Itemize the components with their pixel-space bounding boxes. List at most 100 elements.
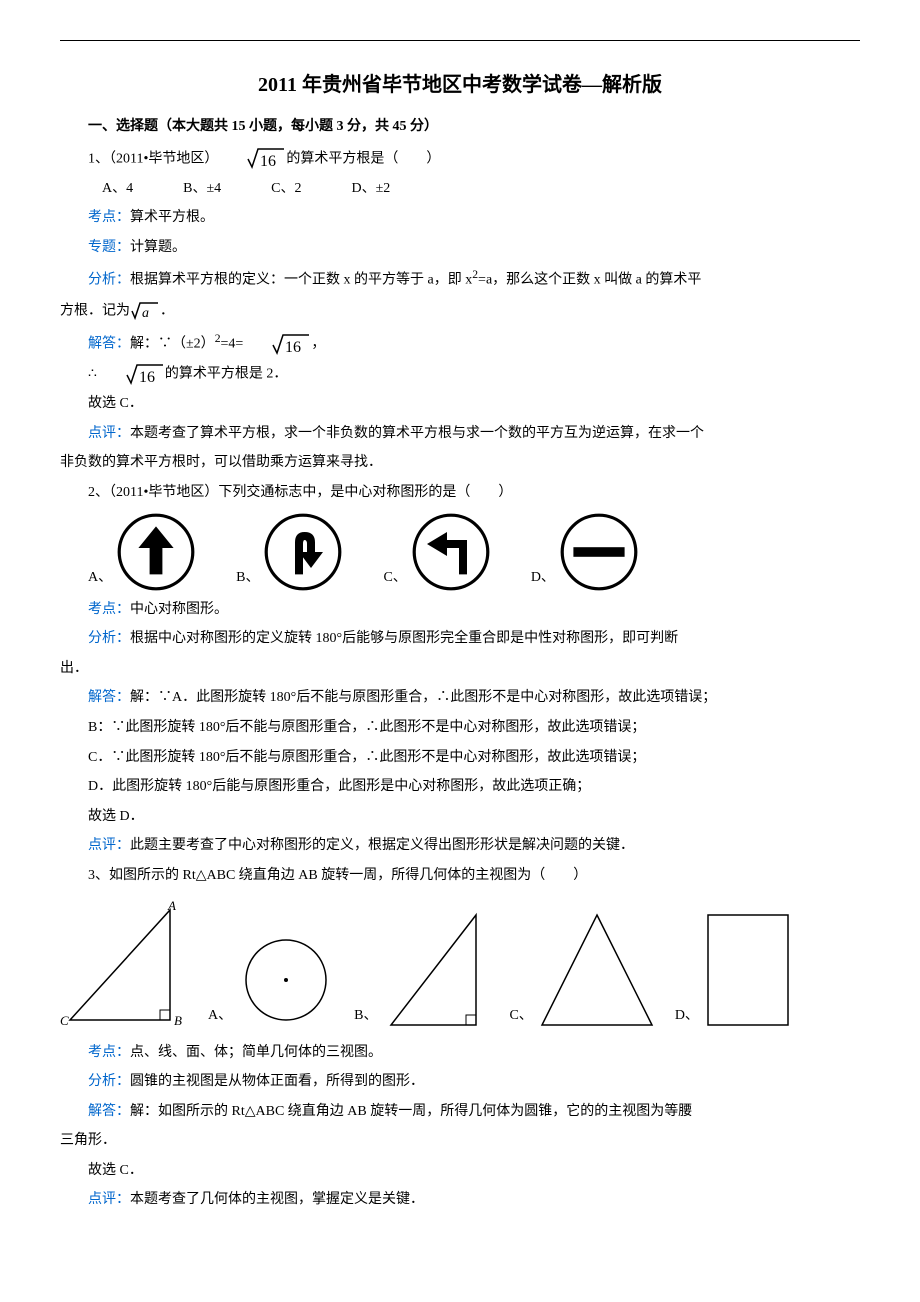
q2-d-label: D、 — [531, 565, 555, 592]
q2-dianping-label: 点评： — [88, 838, 130, 853]
q3-guxuan: 故选 C． — [60, 1158, 860, 1185]
q1-options: A、4 B、±4 C、2 D、±2 — [102, 176, 860, 203]
q3-jieda: 解答：解：如图所示的 Rt△ABC 绕直角边 AB 旋转一周，所得几何体为圆锥，… — [60, 1099, 860, 1126]
q1-jieda: 解答：解：∵（±2）2=4=16， — [60, 328, 860, 358]
fenxi-label: 分析： — [88, 273, 130, 288]
q1-stem-post: 的算术平方根是（ ） — [286, 151, 440, 166]
q2-kaodian: 考点：中心对称图形。 — [60, 597, 860, 624]
q3-jieda2: 三角形． — [60, 1128, 860, 1155]
svg-text:C: C — [60, 1013, 69, 1028]
q1-opt-a: A、4 — [102, 176, 133, 203]
q3-a-label: A、 — [208, 1003, 232, 1030]
q2-c-label: C、 — [383, 565, 406, 592]
jieda-pre: 解：∵（±2） — [130, 337, 215, 352]
q3-opt-c: C、 — [509, 910, 656, 1030]
q2-opt-a: A、 — [88, 512, 196, 592]
right-triangle-icon — [381, 910, 491, 1030]
jieda-post: ， — [311, 337, 325, 352]
svg-text:a: a — [142, 306, 149, 321]
fenxi2-pre: 方根．记为 — [60, 303, 130, 318]
q1-opt-c: C、2 — [271, 176, 301, 203]
q2-fenxi-label: 分析： — [88, 631, 130, 646]
q3-fenxi: 分析：圆锥的主视图是从物体正面看，所得到的图形． — [60, 1069, 860, 1096]
q2-b-label: B、 — [236, 565, 259, 592]
circle-icon — [236, 930, 336, 1030]
q1-stem-pre: 1、（2011•毕节地区） — [88, 151, 218, 166]
svg-text:B: B — [174, 1013, 182, 1028]
q1-guxuan: 故选 C． — [60, 391, 860, 418]
sign-up-arrow-icon — [116, 512, 196, 592]
q2-jieda: 解答：解：∵A．此图形旋转 180°后不能与原图形重合，∴此图形不是中心对称图形… — [60, 685, 860, 712]
q1-fenxi2: 方根．记为 a ． — [60, 298, 860, 325]
q3-b-label: B、 — [354, 1003, 377, 1030]
rectangle-icon — [703, 910, 793, 1030]
q2-guxuan: 故选 D． — [60, 804, 860, 831]
page-title: 2011 年贵州省毕节地区中考数学试卷—解析版 — [60, 66, 860, 104]
q1-opt-d: D、±2 — [352, 176, 391, 203]
section-1-header: 一、选择题（本大题共 15 小题，每小题 3 分，共 45 分） — [60, 114, 860, 141]
q3-jieda-text: 解：如图所示的 Rt△ABC 绕直角边 AB 旋转一周，所得几何体为圆锥，它的的… — [130, 1104, 692, 1119]
q2-jC: C．∵此图形旋转 180°后不能与原图形重合，∴此图形不是中心对称图形，故此选项… — [60, 745, 860, 772]
q3-d-label: D、 — [675, 1003, 699, 1030]
q2-images: A、 B、 C、 D、 — [88, 512, 860, 592]
fenxi-pre: 根据算术平方根的定义：一个正数 x 的平方等于 a，即 x — [130, 273, 472, 288]
sqrt-16-icon: 16 — [218, 146, 286, 173]
q1-fenxi: 分析：根据算术平方根的定义：一个正数 x 的平方等于 a，即 x2=a，那么这个… — [60, 264, 860, 294]
q3-c-label: C、 — [509, 1003, 532, 1030]
svg-text:16: 16 — [285, 339, 301, 355]
q2-fenxi2: 出． — [60, 656, 860, 683]
jieda-mid: =4= — [221, 337, 244, 352]
q1-j2: ∴ 16 的算术平方根是 2． — [60, 361, 860, 388]
q2-jB: B：∵此图形旋转 180°后不能与原图形重合，∴此图形不是中心对称图形，故此选项… — [60, 715, 860, 742]
q3-opt-b: B、 — [354, 910, 491, 1030]
triangle-abc-icon: A B C — [60, 900, 190, 1030]
q2-opt-b: B、 — [236, 512, 343, 592]
q2-a-label: A、 — [88, 565, 112, 592]
dianping-text: 本题考查了算术平方根，求一个非负数的算术平方根与求一个数的平方互为逆运算，在求一… — [130, 426, 704, 441]
q3-opt-a: A、 — [208, 930, 336, 1030]
q2-jieda-text: 解：∵A．此图形旋转 180°后不能与原图形重合，∴此图形不是中心对称图形，故此… — [130, 690, 716, 705]
q2-fenxi: 分析：根据中心对称图形的定义旋转 180°后能够与原图形完全重合即是中性对称图形… — [60, 626, 860, 653]
fenxi2-post: ． — [160, 303, 174, 318]
q2-fenxi-text: 根据中心对称图形的定义旋转 180°后能够与原图形完全重合即是中性对称图形，即可… — [130, 631, 678, 646]
top-rule — [60, 40, 860, 41]
q3-stem: 3、如图所示的 Rt△ABC 绕直角边 AB 旋转一周，所得几何体的主视图为（ … — [60, 863, 860, 890]
svg-text:A: A — [167, 900, 176, 913]
j2-post: 的算术平方根是 2． — [165, 367, 288, 382]
q2-dianping: 点评：此题主要考查了中心对称图形的定义，根据定义得出图形形状是解决问题的关键． — [60, 833, 860, 860]
q2-stem: 2、（2011•毕节地区）下列交通标志中，是中心对称图形的是（ ） — [60, 480, 860, 507]
q2-jieda-label: 解答： — [88, 690, 130, 705]
sign-uturn-icon — [263, 512, 343, 592]
isoceles-triangle-icon — [537, 910, 657, 1030]
q1-stem: 1、（2011•毕节地区） 16 的算术平方根是（ ） — [60, 146, 860, 173]
q2-jD: D．此图形旋转 180°后能与原图形重合，此图形是中心对称图形，故此选项正确； — [60, 774, 860, 801]
q3-dianping: 点评：本题考查了几何体的主视图，掌握定义是关键． — [60, 1187, 860, 1214]
zhuanti-label: 专题： — [88, 240, 130, 255]
q3-fenxi-label: 分析： — [88, 1074, 130, 1089]
q2-dianping-text: 此题主要考查了中心对称图形的定义，根据定义得出图形形状是解决问题的关键． — [130, 838, 634, 853]
zhuanti-text: 计算题。 — [130, 240, 186, 255]
q2-opt-d: D、 — [531, 512, 639, 592]
q3-opt-d: D、 — [675, 910, 793, 1030]
q3-fenxi-text: 圆锥的主视图是从物体正面看，所得到的图形． — [130, 1074, 424, 1089]
q3-dianping-label: 点评： — [88, 1192, 130, 1207]
q3-dianping-text: 本题考查了几何体的主视图，掌握定义是关键． — [130, 1192, 424, 1207]
sign-left-turn-icon — [411, 512, 491, 592]
q2-kaodian-label: 考点： — [88, 602, 130, 617]
svg-text:16: 16 — [139, 369, 155, 385]
q1-dianping2: 非负数的算术平方根时，可以借助乘方运算来寻找． — [60, 450, 860, 477]
svg-text:16: 16 — [260, 153, 276, 169]
q1-dianping: 点评：本题考查了算术平方根，求一个非负数的算术平方根与求一个数的平方互为逆运算，… — [60, 421, 860, 448]
q3-kaodian-label: 考点： — [88, 1045, 130, 1060]
sign-no-entry-icon — [559, 512, 639, 592]
fenxi-mid: =a，那么这个正数 x 叫做 a 的算术平 — [478, 273, 701, 288]
q3-given-figure: A B C — [60, 900, 190, 1030]
q1-opt-b: B、±4 — [183, 176, 221, 203]
sqrt-16c-icon: 16 — [97, 361, 165, 388]
q2-opt-c: C、 — [383, 512, 490, 592]
j2-pre: ∴ — [88, 367, 97, 382]
q3-kaodian-text: 点、线、面、体；简单几何体的三视图。 — [130, 1045, 382, 1060]
sqrt-16b-icon: 16 — [243, 331, 311, 358]
kaodian-label: 考点： — [88, 210, 130, 225]
q1-zhuanti: 专题：计算题。 — [60, 235, 860, 262]
